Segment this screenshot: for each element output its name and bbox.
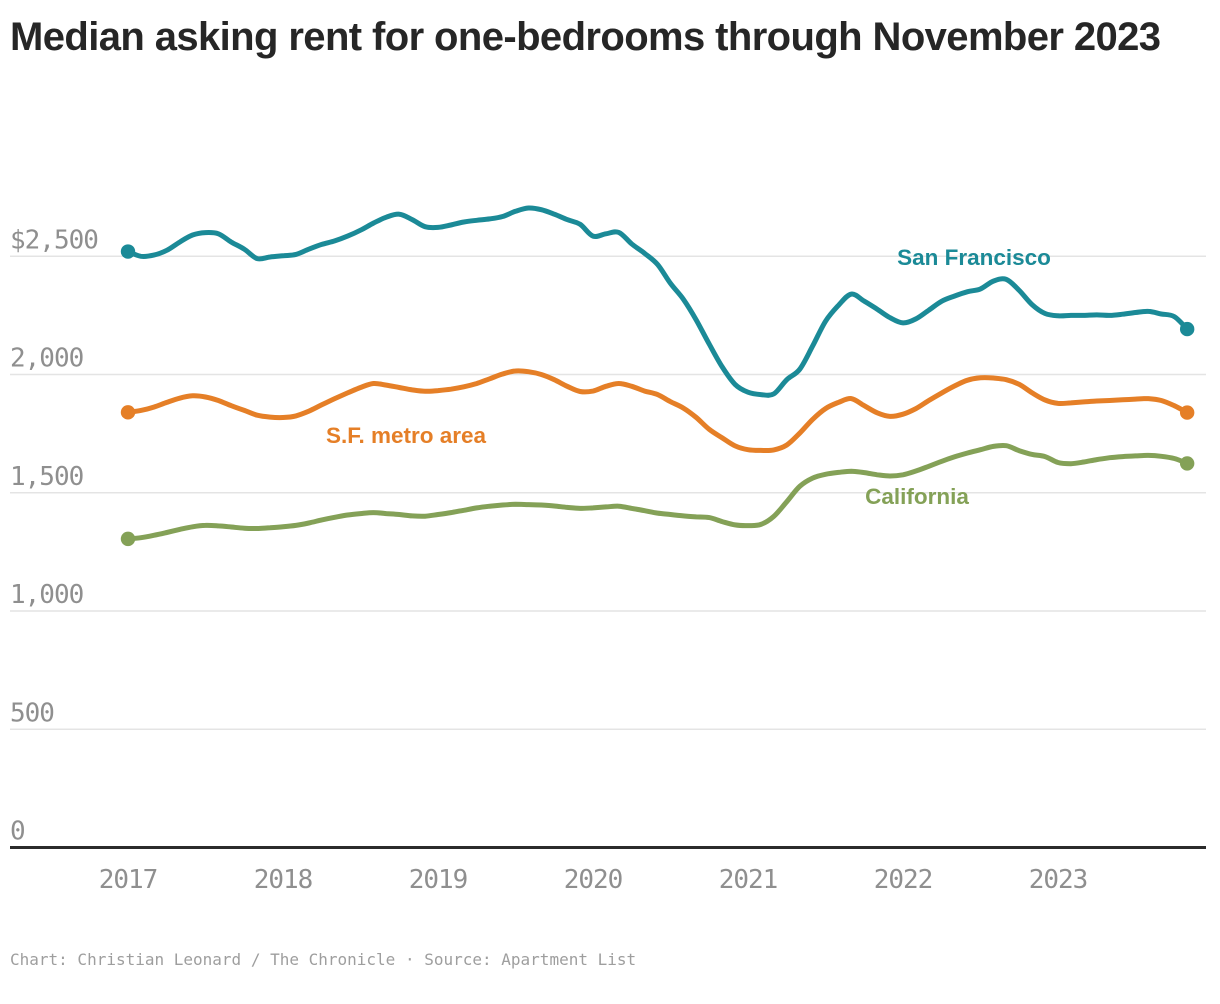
- series-end-dot-california: [1179, 456, 1195, 471]
- y-tick-label-1500: 1,500: [10, 462, 83, 492]
- series-line-san-francisco: [125, 205, 1190, 398]
- x-tick-label-2017: 2017: [99, 865, 158, 895]
- y-tick-label-2000: 2,000: [10, 344, 83, 374]
- chart-credit: Chart: Christian Leonard / The Chronicle…: [10, 950, 637, 969]
- y-axis-labels: $2,500 2,000 1,500 1,000 500 0: [10, 225, 99, 847]
- y-tick-label-2500: $2,500: [10, 225, 98, 255]
- series-label-s-f-metro-area: S.F. metro area: [326, 423, 487, 448]
- x-axis-labels: 2017 2018 2019 2020 2021 2022 2023: [99, 865, 1089, 895]
- x-tick-label-2023: 2023: [1029, 865, 1088, 895]
- y-gridlines: [10, 255, 1206, 849]
- x-tick-label-2021: 2021: [719, 865, 778, 895]
- series-label-san-francisco: San Francisco: [897, 245, 1051, 270]
- series-end-dot-s-f-metro-area: [1179, 405, 1195, 420]
- series-start-dot-san-francisco: [120, 244, 136, 259]
- chart-title: Median asking rent for one-bedrooms thro…: [10, 15, 1161, 59]
- series-line-california: [125, 442, 1190, 542]
- y-tick-label-500: 500: [10, 698, 54, 728]
- series-label-california: California: [865, 484, 969, 509]
- y-tick-label-1000: 1,000: [10, 580, 83, 610]
- x-tick-label-2018: 2018: [254, 865, 313, 895]
- x-tick-label-2022: 2022: [874, 865, 933, 895]
- x-tick-label-2019: 2019: [409, 865, 468, 895]
- y-tick-label-0: 0: [10, 817, 25, 847]
- series-end-dot-san-francisco: [1179, 321, 1195, 337]
- x-tick-label-2020: 2020: [564, 865, 623, 895]
- series-line-s-f-metro-area: [125, 368, 1190, 454]
- series-start-dot-california: [120, 531, 136, 547]
- series-start-dot-s-f-metro-area: [120, 405, 136, 420]
